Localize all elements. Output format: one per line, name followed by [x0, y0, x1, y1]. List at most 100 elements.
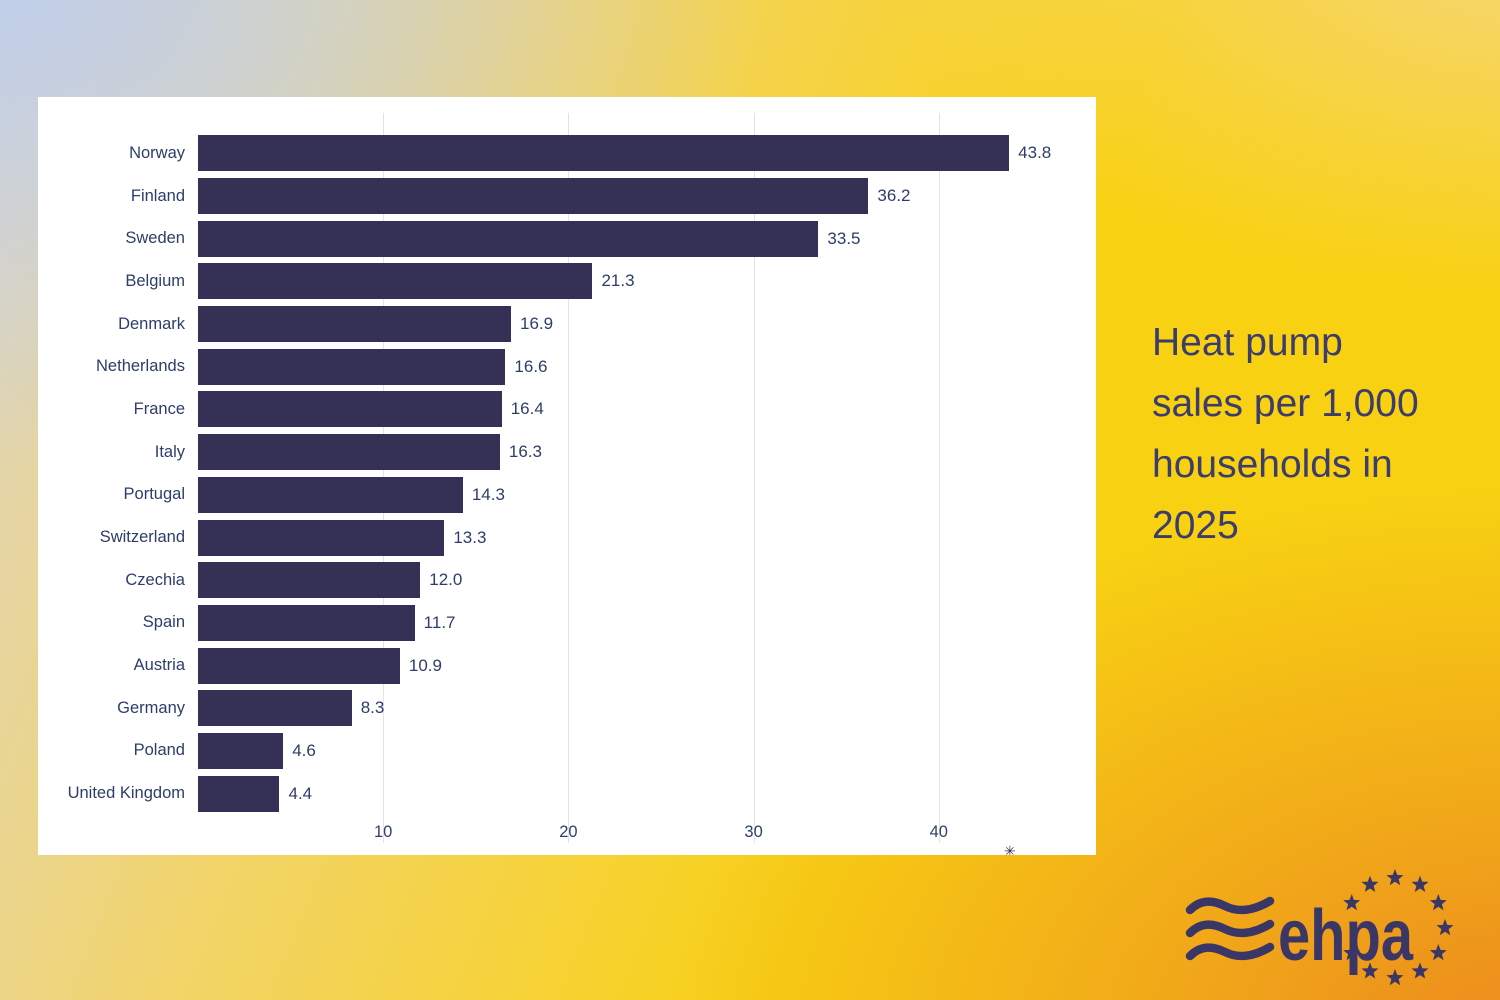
bar-track: 16.4	[198, 391, 1074, 428]
bar-row: Czechia 12.0	[38, 559, 1096, 602]
bar	[198, 348, 506, 385]
clipped-watermark-glyph: ✳	[1004, 843, 1018, 855]
country-label: Norway	[129, 143, 185, 162]
value-label: 13.3	[453, 527, 487, 547]
country-label: Poland	[133, 741, 185, 760]
star-icon	[1429, 944, 1447, 961]
bar-row: Sweden 33.5	[38, 217, 1096, 260]
bar-track: 43.8	[198, 135, 1074, 172]
bar	[198, 732, 284, 769]
bar-row: Netherlands 16.6	[38, 345, 1096, 388]
bar-track: 21.3	[198, 263, 1074, 300]
country-label: Netherlands	[96, 357, 185, 376]
country-label: Finland	[130, 186, 185, 205]
chart-title-line: sales per 1,000	[1152, 382, 1419, 425]
bar	[198, 263, 593, 300]
chart-title-line: Heat pump	[1152, 321, 1343, 364]
bar-track: 12.0	[198, 562, 1074, 599]
ehpa-logo: ehpa	[1185, 869, 1454, 986]
gridline	[938, 113, 940, 843]
bar-track: 36.2	[198, 178, 1074, 215]
x-tick-label: 30	[744, 823, 763, 841]
x-tick-label: 40	[929, 823, 948, 841]
gridline	[753, 113, 755, 843]
bar	[198, 178, 869, 215]
bar-track: 13.3	[198, 519, 1074, 556]
bar-track: 10.9	[198, 647, 1074, 684]
country-label: Italy	[154, 442, 185, 461]
value-label: 10.9	[408, 655, 442, 675]
country-label: Austria	[133, 656, 185, 675]
chart-rows: Norway 43.8 Finland 36.2 Sweden 33.5 Belgium 21…	[38, 132, 1096, 815]
gridline	[568, 113, 570, 843]
value-label: 33.5	[827, 228, 861, 248]
country-label: Portugal	[123, 485, 185, 504]
value-label: 21.3	[601, 271, 635, 291]
ehpa-wordmark: ehpa	[1278, 896, 1414, 976]
bar	[198, 562, 421, 599]
chart-title: Heat pump sales per 1,000 households in …	[1152, 312, 1482, 556]
country-label: Germany	[117, 698, 185, 717]
bar-track: 16.3	[198, 434, 1074, 471]
country-label: Sweden	[125, 229, 185, 248]
bar-row: Italy 16.3	[38, 431, 1096, 474]
bar-row: Austria 10.9	[38, 644, 1096, 687]
value-label: 14.3	[471, 484, 505, 504]
value-label: 16.4	[510, 399, 544, 419]
country-label: Belgium	[125, 271, 185, 290]
value-label: 16.6	[514, 356, 548, 376]
bar	[198, 519, 445, 556]
value-label: 8.3	[360, 698, 385, 718]
country-label: Switzerland	[99, 528, 185, 547]
bar-row: Denmark 16.9	[38, 303, 1096, 346]
country-label: France	[133, 399, 185, 418]
bar-track: 11.7	[198, 604, 1074, 641]
bar	[198, 391, 502, 428]
bar	[198, 135, 1010, 172]
bar-row: France 16.4	[38, 388, 1096, 431]
star-icon	[1429, 894, 1447, 911]
bar	[198, 604, 415, 641]
star-icon	[1411, 875, 1429, 892]
bar-row: Portugal 14.3	[38, 474, 1096, 517]
star-icon	[1386, 869, 1404, 886]
chart-title-line: households in	[1152, 443, 1393, 486]
x-tick-label: 20	[559, 823, 578, 841]
bar-track: 14.3	[198, 476, 1074, 513]
bar-track: 4.4	[198, 775, 1074, 812]
value-label: 4.6	[292, 740, 316, 760]
star-icon	[1411, 962, 1429, 979]
bar-row: United Kingdom 4.4	[38, 772, 1096, 815]
bar-row: Finland 36.2	[38, 175, 1096, 218]
bar-track: 8.3	[198, 690, 1074, 727]
bar	[198, 647, 400, 684]
bar	[198, 476, 463, 513]
bar	[198, 220, 819, 257]
bar-track: 16.9	[198, 306, 1074, 343]
x-axis: 10 20 30 40	[198, 819, 1074, 851]
bar-row: Norway 43.8	[38, 132, 1096, 175]
bar	[198, 434, 500, 471]
value-label: 16.9	[519, 314, 554, 334]
x-tick-label: 10	[374, 823, 393, 841]
chart-card: Norway 43.8 Finland 36.2 Sweden 33.5 Belgium 21…	[38, 97, 1096, 855]
bar-row: Germany 8.3	[38, 687, 1096, 730]
country-label: Denmark	[118, 314, 185, 333]
star-icon	[1361, 875, 1379, 892]
bar	[198, 690, 352, 727]
value-label: 43.8	[1018, 143, 1052, 163]
country-label: United Kingdom	[67, 784, 185, 803]
bar	[198, 306, 511, 343]
bar-row: Spain 11.7	[38, 602, 1096, 645]
bar-track: 16.6	[198, 348, 1074, 385]
bar	[198, 775, 280, 812]
star-icon	[1436, 919, 1454, 936]
value-label: 4.4	[288, 783, 313, 803]
value-label: 16.3	[508, 442, 542, 462]
country-label: Czechia	[125, 570, 185, 589]
value-label: 12.0	[429, 570, 463, 590]
bar-track: 33.5	[198, 220, 1074, 257]
chart-title-line: 2025	[1152, 504, 1239, 547]
value-label: 36.2	[877, 186, 911, 206]
